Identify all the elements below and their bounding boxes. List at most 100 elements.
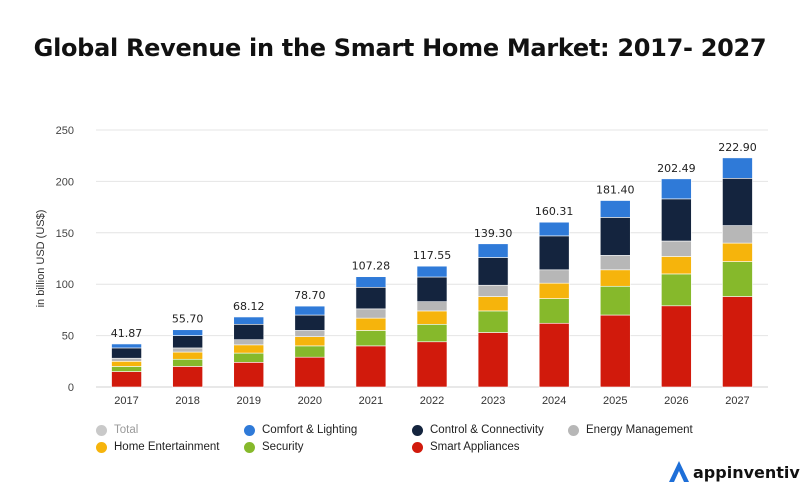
bar-segment-energy_management-2026 [661, 240, 692, 257]
y-tick-label: 150 [56, 228, 74, 240]
bar-segment-comfort_lighting-2027 [722, 157, 753, 179]
total-label-2022: 117.55 [413, 249, 452, 262]
bar-segment-energy_management-2017 [111, 357, 142, 362]
legend-swatch-energy_management [568, 424, 579, 436]
x-tick-label: 2025 [603, 395, 627, 407]
bar-segment-control_connectivity-2024 [538, 235, 570, 271]
bar-segment-energy_management-2022 [416, 301, 448, 312]
bar-segment-security-2017 [111, 366, 142, 372]
bar-segment-security-2024 [538, 298, 570, 324]
legend-item-smart_appliances: Smart Appliances [412, 441, 568, 453]
bar-segment-comfort_lighting-2022 [416, 265, 448, 278]
total-label-2017: 41.87 [111, 327, 143, 340]
legend-label: Total [114, 424, 139, 436]
total-label-2018: 55.70 [172, 313, 204, 326]
bar-segment-home_entertainment-2027 [722, 242, 753, 262]
bar-segment-security-2019 [233, 352, 265, 363]
x-tick-label: 2019 [236, 395, 260, 407]
x-tick-label: 2017 [114, 395, 138, 407]
bar-segment-energy_management-2019 [233, 339, 265, 346]
bar-segment-control_connectivity-2017 [111, 347, 142, 359]
legend-item-security: Security [244, 441, 412, 453]
bar-segment-comfort_lighting-2020 [294, 305, 326, 316]
legend-swatch-total [96, 424, 107, 436]
bar-segment-comfort_lighting-2023 [477, 243, 509, 258]
bar-segment-home_entertainment-2017 [111, 360, 142, 367]
bar-segment-smart_appliances-2027 [722, 296, 753, 388]
bar-segment-security-2027 [722, 261, 753, 297]
bar-segment-smart_appliances-2017 [111, 371, 142, 388]
y-tick-label: 200 [56, 176, 74, 188]
x-tick-label: 2021 [359, 395, 383, 407]
bar-segment-control_connectivity-2026 [661, 198, 692, 242]
bar-segment-home_entertainment-2021 [355, 317, 387, 331]
bar-segment-smart_appliances-2021 [355, 345, 387, 388]
legend-swatch-smart_appliances [412, 441, 423, 453]
bar-segment-energy_management-2018 [172, 347, 203, 353]
bar-segment-security-2022 [416, 323, 448, 343]
bar-segment-comfort_lighting-2021 [355, 276, 387, 288]
bar-segment-control_connectivity-2025 [599, 217, 631, 256]
bar-segment-security-2023 [477, 310, 509, 333]
bar-segment-control_connectivity-2021 [355, 286, 387, 310]
total-label-2020: 78.70 [294, 289, 326, 302]
bar-segment-smart_appliances-2024 [538, 322, 570, 388]
legend-label: Security [262, 441, 304, 453]
chart-title: Global Revenue in the Smart Home Market:… [33, 34, 767, 62]
y-tick-label: 50 [62, 331, 74, 343]
bar-segment-smart_appliances-2026 [661, 305, 692, 388]
stacked-bar-chart: 0 50 100 150 200 250 in billion USD (US$) 41.87… [35, 125, 768, 407]
bar-segment-home_entertainment-2024 [538, 282, 570, 299]
x-tick-label: 2022 [420, 395, 444, 407]
total-label-2025: 181.40 [596, 184, 635, 197]
bar-segment-home_entertainment-2018 [172, 351, 203, 360]
legend-item-home_entertainment: Home Entertainment [96, 441, 244, 453]
bar-segment-home_entertainment-2022 [416, 310, 448, 325]
x-tick-label: 2024 [542, 395, 566, 407]
appinventiv-logo-icon [669, 461, 689, 482]
bar-segment-energy_management-2020 [294, 330, 326, 337]
bar-segment-smart_appliances-2022 [416, 341, 448, 388]
bar-segment-security-2020 [294, 345, 326, 358]
x-tick-label: 2026 [664, 395, 688, 407]
bar-segment-comfort_lighting-2026 [661, 178, 692, 200]
legend-swatch-comfort_lighting [244, 424, 255, 436]
bar-segment-smart_appliances-2023 [477, 332, 509, 388]
legend-label: Comfort & Lighting [262, 424, 358, 436]
total-label-2024: 160.31 [535, 205, 574, 218]
bar-segment-home_entertainment-2020 [294, 336, 326, 347]
bar-segment-energy_management-2021 [355, 308, 387, 319]
bar-segment-control_connectivity-2022 [416, 276, 448, 302]
bar-segment-smart_appliances-2019 [233, 362, 265, 388]
chart-legend: Total Comfort & Lighting Control & Connect… [96, 424, 736, 453]
total-label-2021: 107.28 [352, 260, 391, 273]
legend-swatch-control_connectivity [412, 424, 423, 436]
bar-segment-energy_management-2025 [599, 255, 631, 271]
bar-segment-control_connectivity-2019 [233, 323, 265, 341]
bar-segment-security-2025 [599, 285, 631, 316]
bar-segment-comfort_lighting-2019 [233, 316, 265, 325]
bar-segment-home_entertainment-2023 [477, 296, 509, 312]
brand-name: appinventiv [693, 462, 800, 482]
bar-segment-home_entertainment-2019 [233, 344, 265, 354]
y-tick-label: 100 [56, 279, 74, 291]
bar-segment-control_connectivity-2018 [172, 335, 203, 349]
legend-item-total: Total [96, 424, 244, 436]
y-tick-label: 0 [68, 382, 74, 394]
legend-swatch-home_entertainment [96, 441, 107, 453]
bar-segment-comfort_lighting-2017 [111, 343, 142, 349]
bar-segment-energy_management-2027 [722, 225, 753, 244]
x-tick-label: 2027 [725, 395, 749, 407]
bar-segment-home_entertainment-2025 [599, 269, 631, 287]
legend-item-comfort_lighting: Comfort & Lighting [244, 424, 412, 436]
bar-segment-comfort_lighting-2025 [599, 200, 631, 218]
total-label-2026: 202.49 [657, 162, 696, 175]
total-label-2027: 222.90 [718, 141, 757, 154]
legend-item-energy_management: Energy Management [568, 424, 736, 436]
bar-segment-security-2018 [172, 358, 203, 367]
bar-segment-control_connectivity-2020 [294, 314, 326, 331]
bar-segment-control_connectivity-2023 [477, 257, 509, 286]
bar-segment-comfort_lighting-2018 [172, 329, 203, 336]
bar-segment-security-2026 [661, 273, 692, 307]
bar-segment-smart_appliances-2020 [294, 356, 326, 388]
